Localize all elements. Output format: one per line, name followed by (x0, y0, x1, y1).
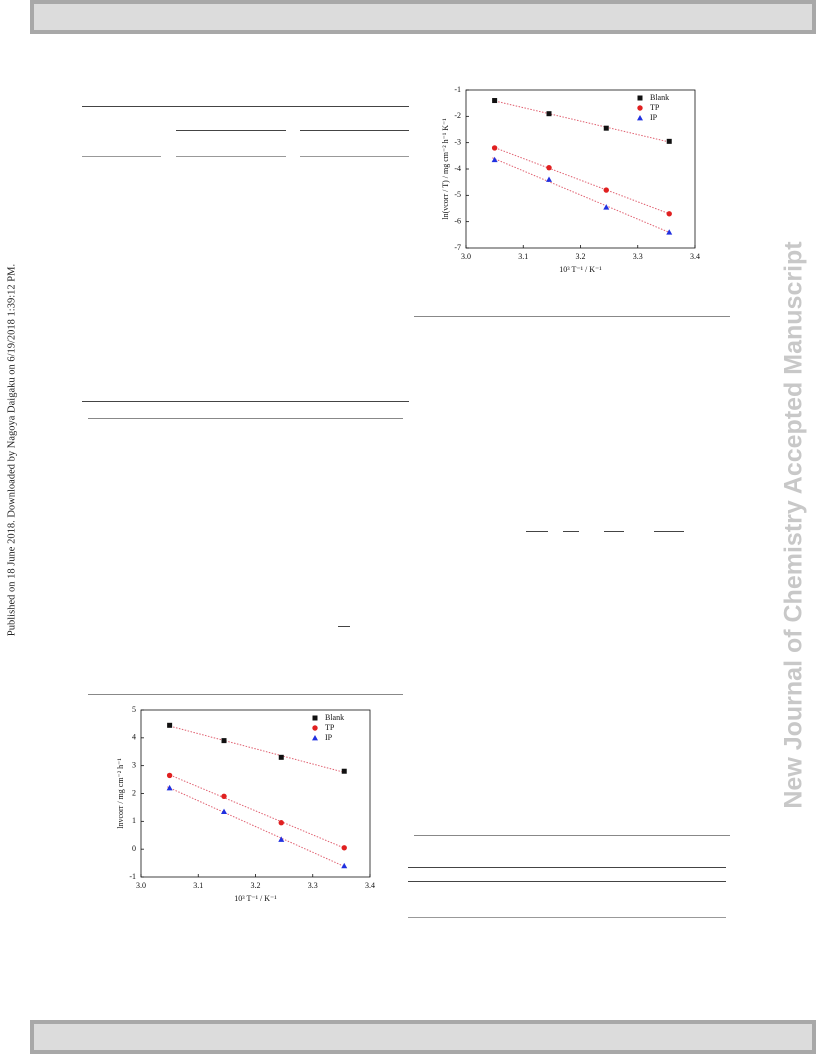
marker (491, 145, 498, 151)
chart: 3.0 3.1 3.2 3.3 3.4 -1 0 1 2 3 4 5 10³ T⁻¹ / K⁻¹ lnvc… (116, 705, 375, 903)
fit-line (492, 146, 672, 216)
fraction-bar (654, 531, 684, 532)
x-tick-label: 3.0 (136, 881, 146, 890)
y-tick-label: -2 (454, 111, 461, 120)
table-rule (82, 106, 409, 107)
y-tick-label: -5 (454, 190, 461, 199)
marker (666, 138, 672, 144)
x-tick-label: 3.2 (251, 881, 261, 890)
plot-frame (465, 89, 696, 249)
marker (666, 229, 673, 235)
x-tick-label: 3.4 (365, 881, 375, 890)
marker (221, 793, 227, 799)
marker (637, 105, 643, 111)
marker (603, 204, 610, 210)
marker (278, 836, 285, 842)
marker (546, 111, 552, 117)
y-tick-label: 5 (132, 705, 136, 714)
y-tick-label: 1 (132, 816, 136, 825)
marker (492, 98, 498, 104)
marker (166, 772, 173, 779)
x-tick-label: 3.1 (518, 252, 528, 261)
table-rule (408, 867, 726, 868)
legend-label: TP (325, 723, 335, 732)
x-tick-label: 3.1 (193, 881, 203, 890)
y-tick-label: -3 (454, 137, 461, 146)
legend-label: IP (650, 113, 658, 122)
y-tick-label: -4 (454, 164, 461, 173)
rule (414, 835, 730, 836)
table-rule (176, 130, 286, 131)
fit-line (167, 773, 347, 850)
marker (666, 211, 672, 217)
x-axis-label: 10³ T⁻¹ / K⁻¹ (559, 265, 602, 274)
marker (312, 715, 318, 721)
y-tick-label: 0 (132, 844, 136, 853)
marker (341, 862, 348, 869)
marker (637, 95, 643, 101)
marker (491, 156, 498, 163)
y-tick-label: 2 (132, 788, 136, 797)
legend-label: Blank (325, 713, 344, 722)
y-tick-label: -7 (454, 243, 461, 252)
table-rule (176, 156, 286, 157)
x-tick-label: 3.2 (576, 252, 586, 261)
plot-frame (140, 709, 371, 878)
legend-label: Blank (650, 93, 669, 102)
side-note: Published on 18 June 2018. Downloaded by… (6, 263, 18, 637)
table-rule (408, 881, 726, 882)
x-tick-label: 3.0 (461, 252, 471, 261)
y-axis-label: lnvcorr / mg cm⁻² h⁻¹ (116, 758, 125, 829)
marker (312, 725, 318, 731)
legend-label: TP (650, 103, 660, 112)
header-bar (30, 0, 816, 34)
y-tick-label: -6 (454, 216, 461, 225)
marker (341, 845, 347, 851)
x-tick-label: 3.4 (690, 252, 700, 261)
x-axis-label: 10³ T⁻¹ / K⁻¹ (234, 894, 277, 903)
fraction-bar (604, 531, 624, 532)
y-axis-label: ln(vcorr / T) / mg cm⁻² h⁻¹ K⁻¹ (441, 118, 450, 220)
y-tick-label: -1 (129, 872, 136, 881)
fraction-bar (338, 626, 350, 627)
table-rule (300, 156, 409, 157)
table-rule (82, 401, 409, 402)
marker (637, 115, 643, 121)
marker (167, 722, 173, 728)
footer-bar (30, 1020, 816, 1054)
table-rule (300, 130, 409, 131)
marker (546, 176, 553, 182)
rule (88, 694, 403, 695)
rule (88, 418, 403, 419)
table-rule (82, 156, 161, 157)
watermark: New Journal of Chemistry Accepted Manusc… (779, 241, 808, 809)
fit-line (167, 724, 347, 774)
fraction-bar (563, 531, 579, 532)
marker (166, 784, 173, 791)
chart: 3.0 3.1 3.2 3.3 3.4 -7 -6 -5 -4 -3 -2 -1 10³ T⁻¹ / K… (441, 85, 700, 274)
marker (278, 820, 284, 826)
marker (603, 187, 609, 193)
marker (278, 754, 284, 760)
fit-line (492, 99, 672, 144)
fit-line (492, 157, 672, 234)
y-tick-label: 3 (132, 760, 136, 769)
fit-line (167, 786, 347, 868)
marker (221, 738, 227, 744)
y-tick-label: -1 (454, 85, 461, 94)
table-rule (408, 917, 726, 918)
y-tick-label: 4 (132, 733, 136, 742)
legend-label: IP (325, 733, 333, 742)
marker (341, 768, 347, 774)
marker (312, 735, 318, 741)
marker (546, 164, 552, 171)
fraction-bar (526, 531, 548, 532)
rule (414, 316, 730, 317)
marker (221, 808, 228, 814)
x-tick-label: 3.3 (308, 881, 318, 890)
x-tick-label: 3.3 (633, 252, 643, 261)
marker (603, 125, 609, 131)
